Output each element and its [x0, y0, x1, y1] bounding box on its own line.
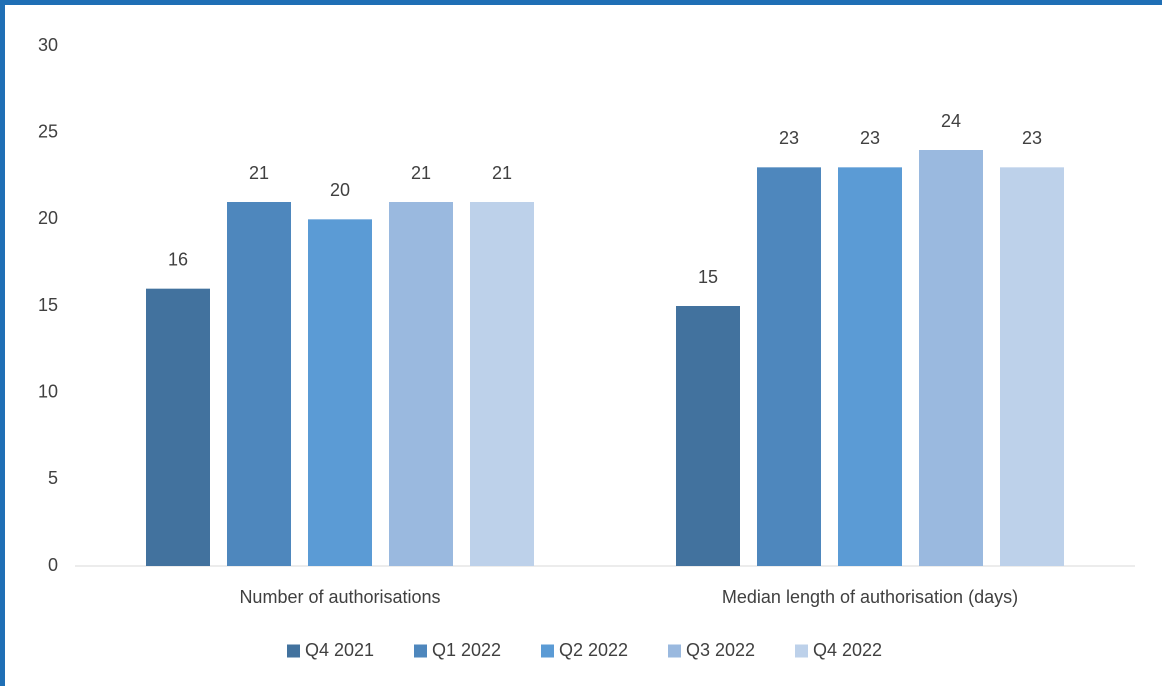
legend-label: Q2 2022: [559, 640, 628, 660]
legend-label: Q3 2022: [686, 640, 755, 660]
data-label: 21: [249, 163, 269, 183]
data-label: 15: [698, 267, 718, 287]
data-label: 23: [860, 128, 880, 148]
bar: [308, 219, 372, 567]
bar: [676, 306, 740, 566]
legend-swatch: [668, 644, 681, 658]
bar: [227, 202, 291, 566]
data-label: 20: [330, 180, 350, 200]
x-tick-label: Median length of authorisation (days): [722, 587, 1018, 607]
y-tick-label: 30: [38, 35, 58, 55]
data-label: 23: [1022, 128, 1042, 148]
bar: [146, 288, 210, 566]
y-tick-label: 10: [38, 381, 58, 401]
y-tick-label: 20: [38, 208, 58, 228]
x-tick-label: Number of authorisations: [239, 587, 440, 607]
legend-swatch: [541, 644, 554, 658]
y-tick-label: 25: [38, 121, 58, 141]
y-tick-label: 5: [48, 468, 58, 488]
y-tick-label: 0: [48, 555, 58, 575]
bar: [1000, 167, 1064, 567]
bar: [919, 150, 983, 566]
data-label: 21: [411, 163, 431, 183]
data-label: 23: [779, 128, 799, 148]
legend-label: Q4 2022: [813, 640, 882, 660]
frame-left: [0, 0, 5, 686]
bar: [838, 167, 902, 567]
data-label: 24: [941, 111, 961, 131]
data-label: 16: [168, 249, 188, 269]
bar: [757, 167, 821, 567]
y-tick-label: 15: [38, 295, 58, 315]
bar: [389, 202, 453, 566]
legend-swatch: [795, 644, 808, 658]
legend-label: Q1 2022: [432, 640, 501, 660]
legend-swatch: [287, 644, 300, 658]
legend-swatch: [414, 644, 427, 658]
legend-label: Q4 2021: [305, 640, 374, 660]
frame-top: [0, 0, 1162, 5]
data-label: 21: [492, 163, 512, 183]
bar: [470, 202, 534, 566]
